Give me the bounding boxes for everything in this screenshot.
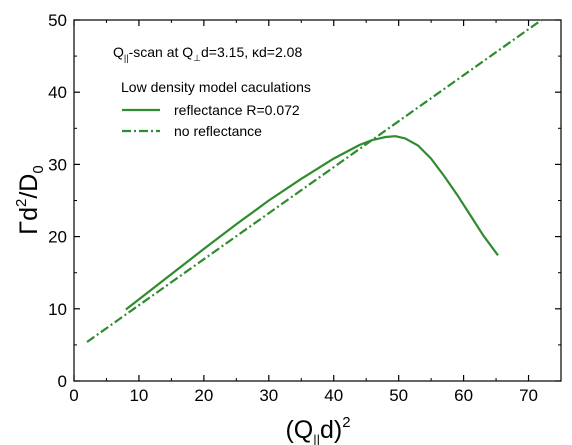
legend: Low density model caculations reflectanc… [121, 79, 311, 139]
y-tick-label: 30 [48, 155, 67, 174]
plot-frame [73, 19, 562, 382]
y-axis-title: Γd2/D0 [13, 165, 47, 234]
x-tick-label: 30 [259, 386, 278, 405]
x-tick-label: 0 [69, 386, 78, 405]
legend-label-reflectance: reflectance R=0.072 [174, 102, 300, 118]
y-tick-label: 20 [48, 228, 67, 247]
x-tick-label: 60 [454, 386, 473, 405]
scan-annotation: Q||-scan at Q⊥d=3.15, κd=2.08 [113, 44, 302, 63]
y-tick-label: 50 [48, 11, 67, 30]
series-layer [86, 19, 543, 343]
legend-label-no-reflectance: no reflectance [174, 123, 262, 139]
series-line-reflectance [125, 135, 499, 311]
x-tick-label: 10 [129, 386, 148, 405]
legend-title: Low density model caculations [121, 79, 311, 95]
tick-labels: 0 10 20 30 40 50 60 70 0 10 20 30 40 50 [48, 11, 538, 405]
x-tick-label: 20 [194, 386, 213, 405]
y-tick-label: 10 [48, 300, 67, 319]
ticks [73, 19, 561, 382]
x-axis-title: (Q||d)2 [285, 414, 350, 445]
x-tick-label: 50 [389, 386, 408, 405]
series-line-no-reflectance [86, 19, 543, 343]
y-tick-label: 0 [58, 372, 67, 391]
y-tick-label: 40 [48, 83, 67, 102]
x-tick-label: 70 [519, 386, 538, 405]
x-tick-label: 40 [324, 386, 343, 405]
